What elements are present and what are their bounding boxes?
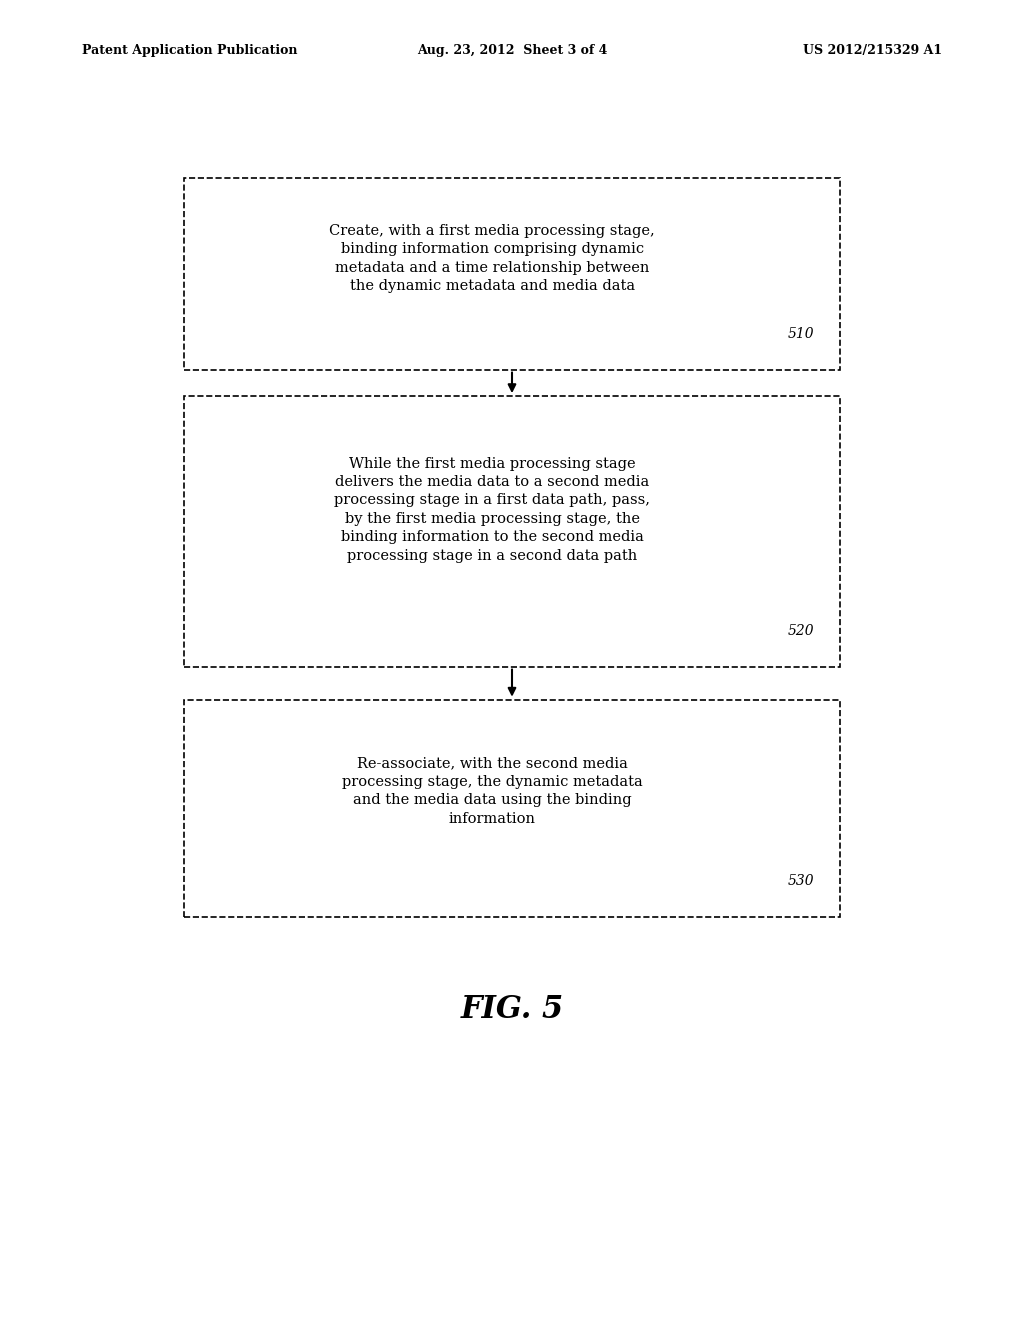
Text: 520: 520 bbox=[787, 623, 814, 638]
Text: 530: 530 bbox=[787, 874, 814, 888]
Text: Patent Application Publication: Patent Application Publication bbox=[82, 44, 297, 57]
Text: Create, with a first media processing stage,
binding information comprising dyna: Create, with a first media processing st… bbox=[330, 224, 655, 293]
Text: Aug. 23, 2012  Sheet 3 of 4: Aug. 23, 2012 Sheet 3 of 4 bbox=[417, 44, 607, 57]
Text: While the first media processing stage
delivers the media data to a second media: While the first media processing stage d… bbox=[335, 457, 650, 562]
Text: Re-associate, with the second media
processing stage, the dynamic metadata
and t: Re-associate, with the second media proc… bbox=[342, 756, 643, 826]
FancyBboxPatch shape bbox=[184, 178, 840, 370]
FancyBboxPatch shape bbox=[184, 700, 840, 917]
Text: 510: 510 bbox=[787, 326, 814, 341]
Text: FIG. 5: FIG. 5 bbox=[461, 994, 563, 1026]
Text: US 2012/215329 A1: US 2012/215329 A1 bbox=[803, 44, 942, 57]
FancyBboxPatch shape bbox=[184, 396, 840, 667]
